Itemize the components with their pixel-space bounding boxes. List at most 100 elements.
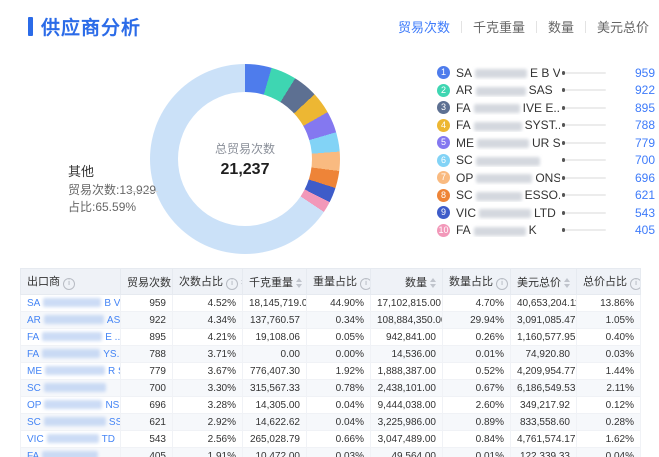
exporter-link[interactable]: FA — [27, 451, 101, 457]
column-header-exporter[interactable]: 出口商 i — [20, 268, 121, 295]
redacted-text — [479, 209, 532, 219]
column-header-kg-weight[interactable]: 千克重量 — [242, 268, 307, 295]
column-header-quantity[interactable]: 数量 — [370, 268, 443, 295]
legend-value: 405 — [634, 223, 655, 238]
info-icon[interactable]: i — [630, 278, 640, 290]
data-cell-weight-pct: 0.78% — [306, 379, 371, 397]
info-icon[interactable]: i — [63, 278, 75, 290]
exporter-cell: OP NS — [20, 396, 121, 414]
exporter-cell: AR AS — [20, 311, 121, 329]
tab-trade-count[interactable]: 贸易次数 — [397, 20, 450, 35]
data-cell-quantity-pct: 0.52% — [442, 362, 511, 380]
legend-value: 895 — [634, 100, 655, 115]
data-cell-quantity-pct: 29.94% — [442, 311, 511, 329]
data-cell-quantity: 14,536.00 — [370, 345, 443, 363]
other-segment-callout: 其他 贸易次数:13,929 占比:65.59% — [68, 163, 156, 216]
sort-icon[interactable] — [564, 277, 570, 288]
tab-kg-weight[interactable]: 千克重量 — [472, 20, 525, 35]
mini-progress-bar — [562, 88, 606, 93]
legend-item[interactable]: 7 OP ONS 696 — [437, 169, 655, 187]
mini-progress-bar — [562, 210, 606, 215]
column-header-weight-pct[interactable]: 重量占比 i — [306, 268, 371, 295]
data-cell-kg-weight: 315,567.33 — [242, 379, 307, 397]
page-title: 供应商分析 — [41, 18, 142, 39]
mini-progress-bar — [562, 228, 606, 233]
redacted-text — [476, 174, 533, 184]
data-cell-kg-weight: 14,622.62 — [242, 413, 307, 431]
exporter-link[interactable]: SCSS,.. — [27, 416, 120, 428]
data-cell-trade-count: 405 — [120, 447, 173, 457]
data-cell-count-pct: 1.91% — [172, 447, 243, 457]
legend-item[interactable]: 9 VIC LTD 543 — [437, 204, 655, 222]
exporter-link[interactable]: SA B V — [27, 297, 121, 309]
supplier-name: FA IVE E... — [456, 100, 560, 115]
legend-item[interactable]: 1 SA E B V 959 — [437, 64, 655, 82]
table-row: AR AS 922 4.34% 137,760.57 0.34% 108,884,350.0… — [20, 311, 641, 329]
legend-item[interactable]: 2 AR SAS 922 — [437, 82, 655, 100]
mini-progress-bar — [562, 123, 606, 128]
column-header-count-pct[interactable]: 次数占比 i — [172, 268, 243, 295]
rank-badge: 10 — [437, 223, 450, 237]
exporter-cell: MER SL — [20, 362, 121, 380]
donut-center: 总贸易次数 21,237 — [178, 92, 312, 226]
data-cell-usd-total: 349,217.92 — [510, 396, 577, 414]
mini-progress-bar — [562, 105, 606, 110]
legend-item[interactable]: 6 SC 700 — [437, 152, 655, 170]
legend-item[interactable]: 10 FA K 405 — [437, 222, 655, 240]
data-cell-trade-count: 895 — [120, 328, 173, 346]
legend-item[interactable]: 3 FA IVE E... 895 — [437, 99, 655, 117]
info-icon[interactable]: i — [360, 278, 370, 290]
supplier-table: 出口商 i 贸易次数 次数占比 i 千克重量 重量占比 i 数量 数量占比 i 美元总价 总价占比 i S… — [20, 268, 641, 457]
donut-center-label: 总贸易次数 — [214, 141, 275, 156]
legend-value: 700 — [634, 153, 655, 168]
column-header-usd-total[interactable]: 美元总价 — [510, 268, 577, 295]
data-cell-usd-total: 74,920.80 — [510, 345, 577, 363]
exporter-link[interactable]: OP NS — [27, 399, 120, 411]
column-header-trade-count[interactable]: 贸易次数 — [120, 268, 173, 295]
table-row: VIC TD 543 2.56% 265,028.79 0.66% 3,047,489.00… — [20, 430, 641, 448]
exporter-link[interactable]: SC — [27, 383, 109, 394]
info-icon[interactable]: i — [226, 278, 238, 290]
info-icon[interactable]: i — [496, 278, 508, 290]
table-row: SC 700 3.30% 315,567.33 0.78% 2,438,101.00 0.6… — [20, 379, 641, 397]
table-row: FAE ...8954.21%19,108.060.05%942,841.000… — [20, 328, 641, 346]
tab-separator — [584, 20, 586, 33]
exporter-link[interactable]: VIC TD — [27, 433, 116, 445]
data-cell-kg-weight: 265,028.79 — [242, 430, 307, 448]
legend-value: 543 — [634, 205, 655, 220]
column-header-price-pct[interactable]: 总价占比 i — [576, 268, 641, 295]
data-cell-weight-pct: 0.03% — [306, 447, 371, 457]
supplier-name: SC — [456, 153, 560, 167]
redacted-text — [475, 156, 540, 166]
table-row: FA 405 1.91% 10,472.00 0.03% 49,564.00 0.01% 12… — [20, 447, 641, 457]
data-cell-quantity: 2,438,101.00 — [370, 379, 443, 397]
sort-icon[interactable] — [241, 277, 242, 288]
data-cell-trade-count: 922 — [120, 311, 173, 329]
data-cell-weight-pct: 0.04% — [306, 413, 371, 431]
redacted-text — [475, 86, 526, 96]
data-cell-weight-pct: 0.00% — [306, 345, 371, 363]
tab-usd-total[interactable]: 美元总价 — [596, 20, 649, 35]
exporter-cell: SC — [20, 379, 121, 397]
sort-icon[interactable] — [430, 277, 436, 288]
sort-icon[interactable] — [296, 277, 302, 288]
redacted-text — [42, 332, 103, 342]
supplier-name: VIC LTD — [456, 205, 556, 220]
tab-quantity[interactable]: 数量 — [547, 20, 574, 35]
column-header-quantity-pct[interactable]: 数量占比 i — [442, 268, 511, 295]
exporter-link[interactable]: MER SL — [27, 365, 120, 377]
exporter-link[interactable]: AR AS — [27, 314, 121, 326]
redacted-text — [43, 417, 106, 427]
data-cell-price-pct: 0.28% — [576, 413, 641, 431]
data-cell-trade-count: 700 — [120, 379, 173, 397]
data-cell-kg-weight: 14,305.00 — [242, 396, 307, 414]
data-cell-price-pct: 0.03% — [576, 345, 641, 363]
legend-value: 788 — [634, 118, 655, 133]
rank-badge: 8 — [437, 188, 450, 202]
